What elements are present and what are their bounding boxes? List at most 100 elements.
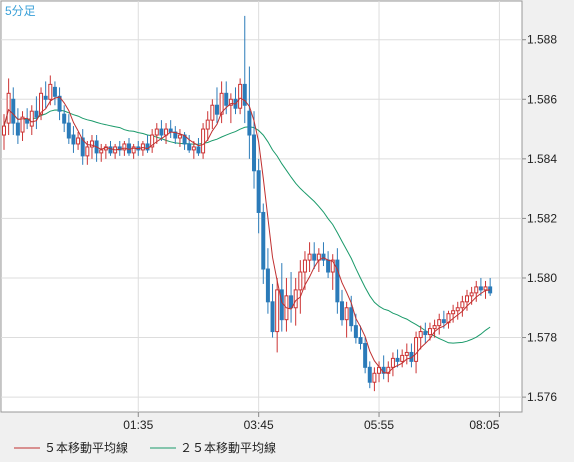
candle-body <box>201 128 206 154</box>
candle-body <box>469 292 474 297</box>
y-tick-label-5: 1.578 <box>527 331 557 345</box>
candle-43 <box>201 123 206 159</box>
candle-body <box>85 146 90 157</box>
candle-body <box>154 128 159 136</box>
candle-body <box>224 92 229 106</box>
candle-body <box>177 134 182 139</box>
candle-body <box>395 357 400 362</box>
candle-body <box>29 110 34 127</box>
candle-45 <box>210 99 215 130</box>
ma5-layer <box>3 96 491 374</box>
candle-body <box>400 354 405 362</box>
candle-90 <box>418 325 423 350</box>
candle-69 <box>321 242 326 267</box>
candle-body <box>15 122 20 136</box>
candle-body <box>372 372 377 383</box>
y-tick-label-4: 1.580 <box>527 271 557 285</box>
candle-body <box>205 119 210 130</box>
candle-body <box>140 143 145 151</box>
candle-body <box>474 286 479 294</box>
candle-59 <box>275 277 280 353</box>
candle-body <box>478 286 483 291</box>
candle-73 <box>339 289 344 326</box>
candle-body <box>451 310 456 315</box>
candle-41 <box>191 140 196 159</box>
candle-40 <box>187 135 192 153</box>
candle-body <box>279 289 284 321</box>
candle-body <box>39 92 44 115</box>
candle-body <box>2 125 6 136</box>
candle-body <box>390 357 395 368</box>
candle-71 <box>330 254 335 290</box>
candle-16 <box>76 132 81 150</box>
candle-body <box>441 319 446 324</box>
period-label: 5分足 <box>5 4 36 18</box>
candle-body <box>404 351 409 356</box>
candle-55 <box>256 158 261 234</box>
candle-72 <box>335 248 340 314</box>
candle-body <box>228 98 233 106</box>
candle-body <box>339 301 344 321</box>
candle-body <box>108 146 113 154</box>
candle-6 <box>29 105 34 136</box>
candle-47 <box>219 81 224 124</box>
candle-body <box>261 211 266 270</box>
candle-body <box>427 328 432 336</box>
candle-body <box>414 337 419 362</box>
x-axis-ticks: 01:35 03:45 05:55 08:05 <box>123 412 500 432</box>
candle-21 <box>99 143 104 162</box>
candle-34 <box>159 120 164 141</box>
y-tick-label-6: 1.576 <box>527 390 557 404</box>
candle-39 <box>182 132 187 150</box>
y-tick-label-0: 1.588 <box>527 33 557 47</box>
candle-64 <box>298 260 303 314</box>
candle-100 <box>465 289 469 311</box>
candle-89 <box>414 331 419 374</box>
candle-body <box>187 143 192 151</box>
candle-body <box>52 86 57 97</box>
candle-78 <box>363 337 368 374</box>
candle-58 <box>270 283 275 338</box>
candle-body <box>182 134 187 145</box>
candle-body <box>270 301 275 333</box>
candle-body <box>76 137 81 145</box>
candle-body <box>66 122 71 139</box>
candle-body <box>344 307 349 321</box>
candle-48 <box>224 81 229 115</box>
candle-85 <box>395 349 400 368</box>
candle-body <box>349 307 354 327</box>
candle-46 <box>214 87 219 124</box>
candle-11 <box>52 81 57 106</box>
candle-56 <box>261 203 266 284</box>
candle-83 <box>386 361 391 383</box>
candle-body <box>293 289 298 309</box>
legend-label-1: ２５本移動平均線 <box>180 440 276 455</box>
candle-30 <box>140 140 145 156</box>
candle-body <box>418 331 423 339</box>
candle-body <box>238 83 243 109</box>
candle-44 <box>205 111 210 141</box>
candle-body <box>330 259 335 273</box>
candle-body <box>432 325 437 330</box>
x-tick-label-0: 01:35 <box>123 418 153 432</box>
candle-98 <box>455 301 460 320</box>
candle-97 <box>451 304 456 323</box>
candle-body <box>298 271 303 291</box>
candle-body <box>6 92 11 124</box>
candle-body <box>256 170 261 213</box>
candle-54 <box>252 111 257 189</box>
candle-84 <box>390 352 395 377</box>
candle-32 <box>150 129 155 153</box>
candle-body <box>20 116 25 133</box>
x-tick-label-1: 03:45 <box>244 418 274 432</box>
candle-body <box>460 301 465 309</box>
candle-body <box>127 143 132 154</box>
candle-body <box>242 83 247 106</box>
candle-body <box>307 253 312 261</box>
candle-body <box>367 366 372 383</box>
plot-area <box>0 0 523 413</box>
candle-53 <box>247 66 252 159</box>
candle-body <box>25 119 30 124</box>
candle-body <box>423 331 428 336</box>
